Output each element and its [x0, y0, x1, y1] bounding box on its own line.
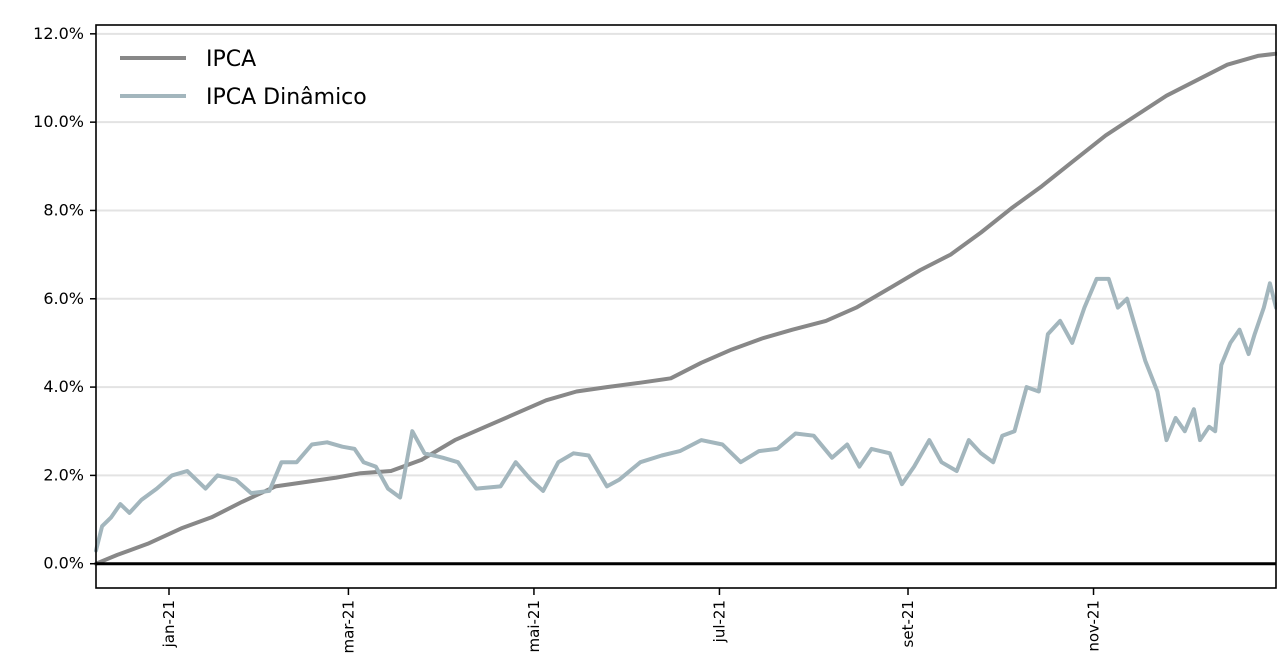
x-tick-label: set-21	[899, 600, 917, 647]
legend-label-ipca-dinamico: IPCA Dinâmico	[206, 85, 367, 110]
x-tick-label: nov-21	[1085, 600, 1103, 652]
series-line-ipca	[94, 51, 1277, 566]
legend-label-ipca: IPCA	[206, 47, 256, 72]
y-tick-label: 4.0%	[43, 377, 84, 396]
y-tick-label: 12.0%	[33, 24, 84, 43]
y-tick-label: 2.0%	[43, 465, 84, 484]
plot-frame	[95, 24, 1277, 589]
series-line-ipca-dinamico	[94, 276, 1277, 553]
x-tick-label: jul-21	[710, 600, 728, 643]
x-tick-label: mar-21	[339, 600, 357, 654]
x-tick-label: mai-21	[525, 600, 543, 652]
y-tick-label: 10.0%	[33, 112, 84, 131]
y-tick-label: 0.0%	[43, 554, 84, 573]
y-tick-label: 8.0%	[43, 200, 84, 219]
y-tick-label: 6.0%	[43, 289, 84, 308]
x-tick-label: jan-21	[160, 600, 178, 648]
